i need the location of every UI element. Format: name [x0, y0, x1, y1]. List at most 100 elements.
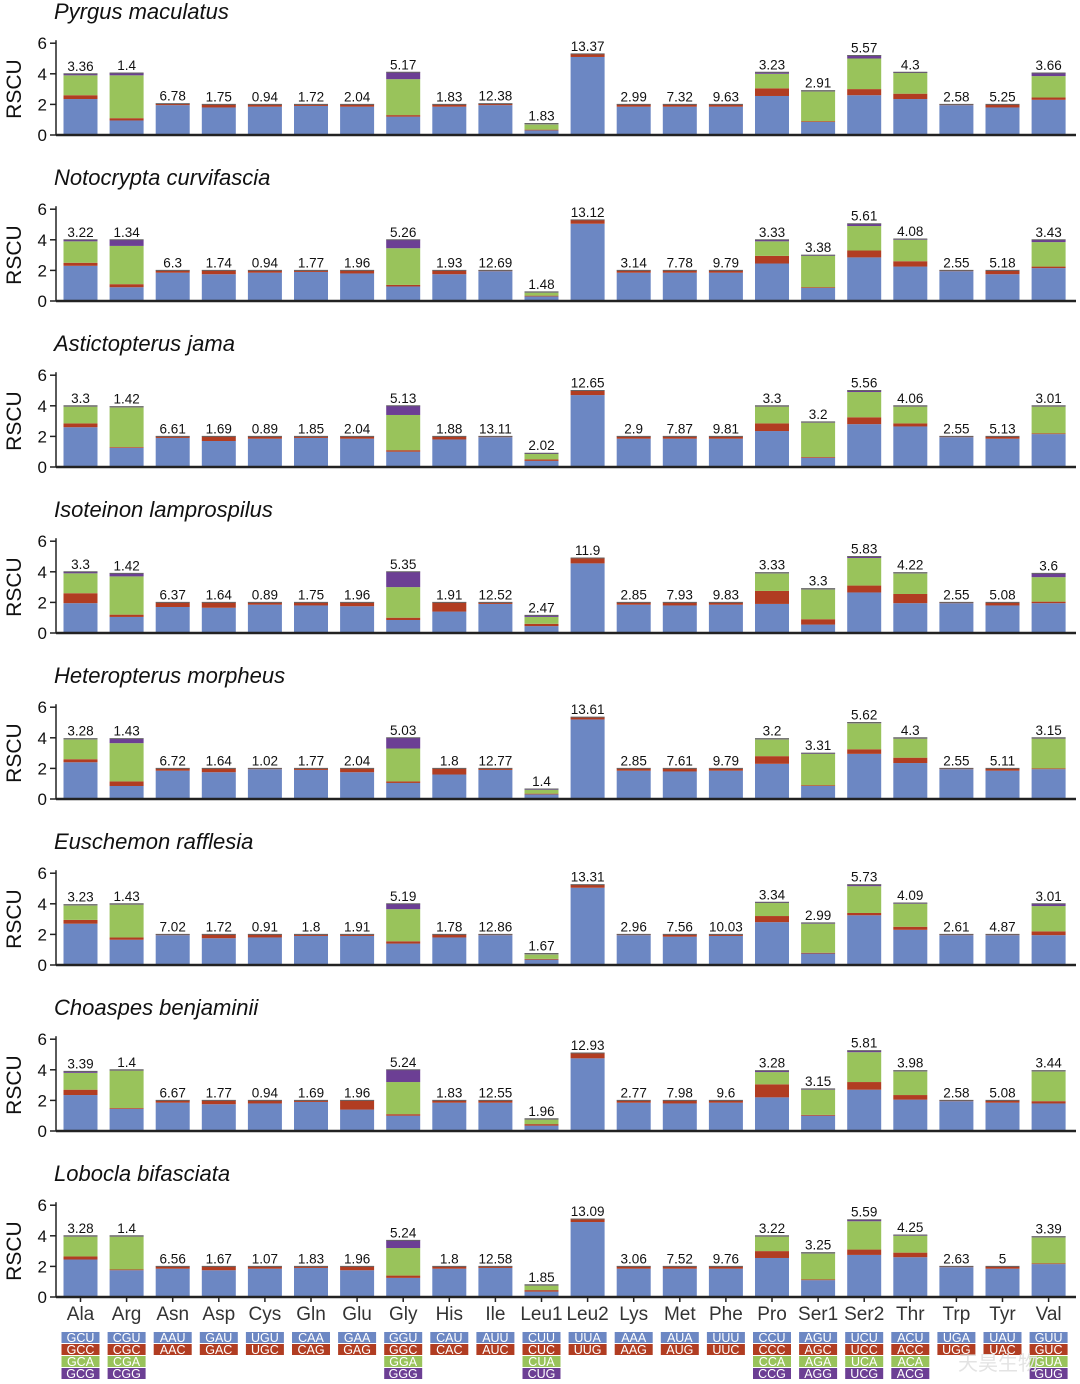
data-label: 6.56 [160, 1251, 186, 1266]
data-label: 1.75 [206, 89, 232, 104]
bar-segment-pro-2 [755, 903, 789, 917]
bar-segment-leu2-1 [570, 558, 605, 564]
bar-segment-ser2-1 [847, 250, 882, 258]
codon-label: GUA [1035, 1355, 1063, 1369]
bar-segment-ala-0 [63, 427, 98, 467]
bar-segment-thr-0 [893, 1099, 928, 1131]
x-tick-label: Ser2 [844, 1304, 884, 1325]
codon-label: CCU [758, 1331, 785, 1345]
bar-segment-gly-0 [386, 1277, 421, 1297]
bar-segment-leu1-2 [524, 1119, 559, 1125]
bar-segment-gln-1 [294, 1266, 328, 1268]
bar-segment-asn-0 [155, 272, 190, 301]
bar-segment-ser1-0 [801, 1115, 836, 1131]
bar-segment-asn-0 [155, 770, 190, 799]
bar-segment-thr-1 [893, 423, 928, 427]
bar-segment-lys-0 [616, 438, 651, 467]
data-label: 1.83 [436, 1085, 462, 1100]
bar-segment-his-0 [432, 439, 467, 467]
bar-segment-thr-0 [893, 763, 928, 799]
bar-segment-pro-3 [755, 1070, 789, 1073]
bar-segment-his-1 [432, 602, 467, 612]
bar-segment-ala-0 [63, 762, 98, 799]
bar-segment-ser2-1 [847, 1249, 882, 1255]
bar-segment-ser1-1 [801, 287, 836, 288]
bar-segment-gln-1 [294, 934, 328, 936]
bar-segment-thr-1 [893, 261, 928, 267]
bar-segment-val-2 [1031, 1237, 1066, 1264]
data-label: 5.61 [851, 209, 877, 224]
bar-segment-cys-0 [247, 272, 282, 301]
bar-segment-leu1-1 [524, 129, 559, 131]
codon-label: UCG [850, 1367, 878, 1381]
bar-segment-gln-0 [294, 935, 328, 965]
bar-segment-val-1 [1031, 1101, 1066, 1104]
codon-label: ACA [897, 1355, 923, 1369]
x-tick-label: Lys [619, 1304, 648, 1325]
x-tick-label: Gln [296, 1304, 326, 1325]
data-label: 1.91 [344, 919, 370, 934]
codon-box [660, 1344, 699, 1355]
bar-segment-gln-1 [294, 270, 328, 272]
data-label: 1.93 [436, 255, 462, 270]
bar-segment-lys-1 [616, 768, 651, 771]
x-tick-label: Asp [202, 1304, 235, 1325]
codon-box [891, 1332, 930, 1343]
y-tick-label: 2 [38, 427, 47, 446]
bar-segment-ala-2 [63, 739, 98, 760]
codon-label: CGC [113, 1343, 141, 1357]
bar-segment-glu-0 [340, 606, 375, 633]
bar-segment-met-1 [662, 768, 697, 772]
bar-segment-thr-0 [893, 266, 928, 301]
bar-segment-cys-0 [247, 438, 282, 467]
bar-segment-asp-1 [201, 436, 236, 441]
y-tick-label: 4 [38, 1227, 47, 1246]
data-label: 1.77 [298, 255, 324, 270]
data-label: 5.17 [390, 57, 416, 72]
bar-segment-ala-0 [63, 923, 98, 965]
codon-box [61, 1368, 100, 1379]
y-tick-label: 4 [38, 231, 47, 250]
codon-box [430, 1332, 469, 1343]
bar-segment-asp-1 [201, 1100, 236, 1105]
bar-segment-arg-0 [109, 120, 144, 135]
bar-segment-val-0 [1031, 769, 1066, 799]
codon-box [706, 1344, 745, 1355]
data-label: 5.24 [390, 1055, 417, 1070]
data-label: 2.02 [528, 438, 554, 453]
y-tick-label: 2 [38, 759, 47, 778]
bar-segment-asp-0 [201, 1104, 236, 1131]
codon-label: GCC [67, 1343, 95, 1357]
bar-segment-met-0 [662, 771, 697, 799]
data-label: 5.57 [851, 40, 877, 55]
bar-segment-phe-0 [708, 438, 743, 467]
bar-segment-cys-0 [247, 937, 282, 965]
bar-segment-arg-2 [109, 1236, 144, 1270]
bar-segment-asn-1 [155, 1266, 190, 1269]
bar-segment-val-0 [1031, 99, 1066, 135]
data-label: 1.4 [117, 58, 136, 73]
bar-segment-asp-0 [201, 1270, 236, 1297]
x-tick-label: Ile [485, 1304, 505, 1325]
data-label: 3.15 [805, 1074, 831, 1089]
data-label: 5.25 [989, 89, 1015, 104]
codon-box [199, 1344, 238, 1355]
bar-segment-tyr-0 [985, 1102, 1020, 1131]
bar-segment-ser2-2 [847, 58, 882, 90]
data-label: 3.39 [1035, 1222, 1061, 1237]
y-tick-label: 6 [38, 532, 47, 551]
data-label: 3.23 [67, 890, 93, 905]
data-label: 3.3 [71, 391, 90, 406]
codon-box [61, 1344, 100, 1355]
codon-label: CCA [759, 1355, 786, 1369]
bar-segment-val-2 [1031, 76, 1066, 98]
data-label: 1.4 [117, 1055, 136, 1070]
codon-box [799, 1344, 838, 1355]
bar-segment-leu1-0 [524, 460, 559, 467]
codon-box [61, 1356, 100, 1367]
codon-label: CCG [758, 1367, 786, 1381]
data-label: 2.85 [621, 753, 647, 768]
bar-segment-cys-1 [247, 104, 282, 107]
bar-segment-val-2 [1031, 738, 1066, 769]
x-tick-label: Asn [156, 1304, 189, 1325]
